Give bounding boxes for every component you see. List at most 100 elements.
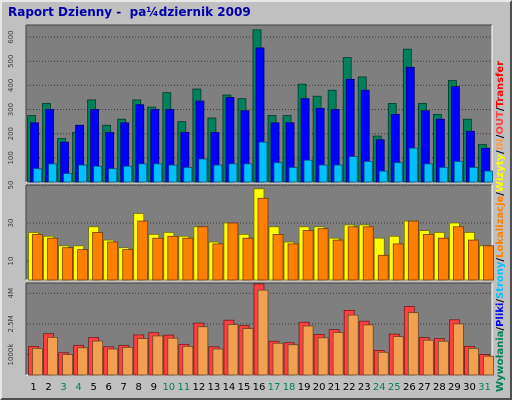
bar-sites-day-2 bbox=[47, 237, 58, 281]
bar-pages-day-4 bbox=[78, 164, 87, 183]
bar-pages-day-25 bbox=[393, 162, 403, 183]
bar-sites-day-7 bbox=[122, 249, 134, 281]
x-tick-label: 5 bbox=[90, 382, 96, 393]
y-tick-label: 500 bbox=[7, 55, 15, 68]
bar-kbytes_out-day-1 bbox=[32, 348, 43, 376]
x-tick-label: 20 bbox=[313, 382, 326, 393]
bar-pages-day-30 bbox=[469, 167, 478, 183]
bar-sites-day-27 bbox=[422, 233, 434, 281]
legend-entry-sep: / bbox=[495, 258, 506, 262]
bar-kbytes_out-day-3 bbox=[62, 354, 73, 376]
bar-kbytes_out-day-7 bbox=[122, 346, 134, 376]
x-tick-label: 24 bbox=[373, 382, 386, 393]
x-tick-label: 1 bbox=[30, 382, 36, 393]
legend-entry-sep: / bbox=[495, 150, 506, 154]
bar-kbytes_out-day-31 bbox=[483, 355, 494, 376]
legend-entry-transfer: Transfer bbox=[495, 61, 506, 108]
bar-sites-day-8 bbox=[137, 220, 149, 281]
bar-kbytes_out-day-17 bbox=[272, 342, 284, 376]
bar-sites-day-6 bbox=[107, 241, 119, 281]
legend-entry-pages: Strony bbox=[495, 261, 506, 299]
x-tick-label: 16 bbox=[253, 382, 266, 393]
bar-sites-day-29 bbox=[453, 226, 464, 281]
bar-sites-day-5 bbox=[92, 232, 104, 281]
x-tick-label: 19 bbox=[298, 382, 311, 393]
legend-entry-sites: Lokalizacje bbox=[495, 196, 506, 258]
bar-pages-day-8 bbox=[138, 163, 148, 183]
legend-entry-files: Pliki bbox=[495, 303, 506, 327]
x-tick-label: 17 bbox=[268, 382, 281, 393]
bar-pages-day-19 bbox=[303, 159, 313, 183]
bar-sites-day-23 bbox=[362, 226, 374, 281]
y-tick-label: 300 bbox=[7, 103, 15, 116]
bar-sites-day-24 bbox=[377, 254, 389, 281]
y-tick-label: 100 bbox=[7, 151, 15, 164]
bar-sites-day-13 bbox=[212, 243, 224, 281]
x-tick-label: 25 bbox=[388, 382, 401, 393]
legend: Wywołania/Pliki/Strony/Lokalizacje/Wizyt… bbox=[495, 61, 506, 392]
x-tick-label: 29 bbox=[448, 382, 461, 393]
x-tick-label: 13 bbox=[208, 382, 221, 393]
legend-entry-out: OUT bbox=[495, 111, 506, 135]
x-tick-label: 11 bbox=[177, 382, 190, 393]
x-tick-label: 2 bbox=[45, 382, 51, 393]
bar-kbytes_out-day-6 bbox=[107, 348, 119, 376]
legend-entry-visits: Wizyty bbox=[495, 153, 506, 192]
x-tick-label: 21 bbox=[328, 382, 341, 393]
report-title: Raport Dzienny - pa¼dziernik 2009 bbox=[8, 5, 251, 19]
bar-pages-day-10 bbox=[168, 164, 178, 183]
bar-sites-day-12 bbox=[197, 226, 209, 281]
bar-pages-day-21 bbox=[333, 164, 343, 183]
y-tick-label: 600 bbox=[7, 30, 15, 43]
x-tick-label: 12 bbox=[193, 382, 206, 393]
x-tick-label: 14 bbox=[223, 382, 236, 393]
bar-kbytes_out-day-13 bbox=[212, 348, 224, 376]
bar-kbytes_out-day-30 bbox=[468, 348, 479, 376]
bar-sites-day-3 bbox=[62, 247, 73, 281]
bar-kbytes_out-day-8 bbox=[137, 338, 149, 376]
bar-sites-day-11 bbox=[182, 237, 194, 281]
x-tick-label: 31 bbox=[478, 382, 491, 393]
x-tick-label: 26 bbox=[403, 382, 416, 393]
x-tick-label: 23 bbox=[358, 382, 371, 393]
bar-pages-day-9 bbox=[153, 163, 163, 183]
bar-pages-day-2 bbox=[48, 163, 57, 183]
bar-kbytes_out-day-12 bbox=[197, 326, 209, 376]
legend-entry-sep: / bbox=[495, 107, 506, 111]
x-tick-label: 27 bbox=[418, 382, 431, 393]
bar-kbytes_out-day-14 bbox=[227, 324, 239, 376]
bar-kbytes_out-day-5 bbox=[92, 340, 104, 376]
bar-kbytes_out-day-9 bbox=[152, 335, 164, 376]
x-tick-label: 22 bbox=[343, 382, 356, 393]
bar-sites-day-22 bbox=[347, 226, 359, 281]
bar-sites-day-10 bbox=[167, 235, 179, 281]
bar-kbytes_out-day-20 bbox=[317, 337, 329, 376]
y-tick-label: 4M bbox=[7, 288, 15, 299]
bar-kbytes_out-day-29 bbox=[453, 323, 464, 376]
bar-kbytes_out-day-23 bbox=[362, 324, 374, 376]
bar-kbytes_out-day-15 bbox=[242, 328, 254, 376]
bar-sites-day-26 bbox=[407, 220, 419, 281]
x-tick-label: 8 bbox=[136, 382, 142, 393]
bar-pages-day-22 bbox=[348, 156, 358, 183]
bar-kbytes_out-day-28 bbox=[437, 340, 449, 376]
x-tick-label: 10 bbox=[162, 382, 175, 393]
bar-sites-day-19 bbox=[302, 230, 314, 281]
bar-kbytes_out-day-25 bbox=[392, 336, 404, 376]
bar-pages-day-11 bbox=[183, 167, 193, 183]
bar-sites-day-20 bbox=[317, 228, 329, 281]
x-tick-label: 30 bbox=[463, 382, 476, 393]
bar-kbytes_out-day-19 bbox=[302, 325, 314, 376]
bar-kbytes_out-day-4 bbox=[77, 347, 88, 376]
bar-sites-day-25 bbox=[392, 243, 404, 281]
bar-pages-day-24 bbox=[378, 170, 388, 183]
legend-entry-sep: / bbox=[495, 299, 506, 303]
bar-kbytes_out-day-11 bbox=[182, 345, 194, 376]
bar-sites-day-28 bbox=[437, 237, 449, 281]
bar-pages-day-12 bbox=[198, 158, 208, 183]
bar-sites-day-9 bbox=[152, 237, 164, 281]
bar-pages-day-31 bbox=[484, 170, 493, 183]
bar-pages-day-7 bbox=[123, 165, 133, 183]
